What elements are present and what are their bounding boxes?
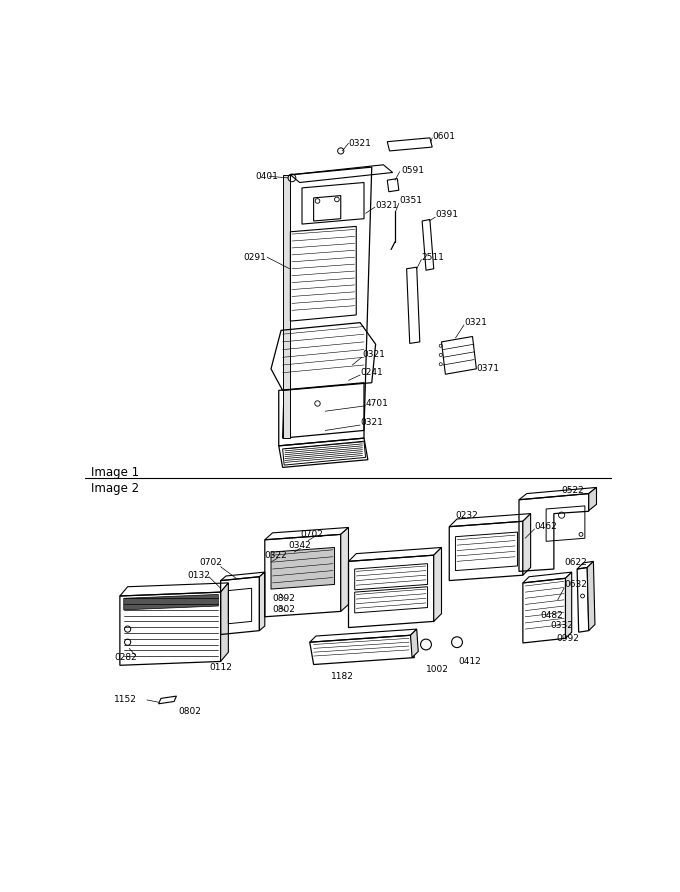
Text: 0482: 0482 <box>541 611 564 620</box>
Text: Image 2: Image 2 <box>91 482 139 495</box>
Text: 2511: 2511 <box>422 252 444 261</box>
Text: 0702: 0702 <box>200 558 222 567</box>
Text: 1002: 1002 <box>426 665 449 673</box>
Text: 0321: 0321 <box>464 318 488 327</box>
Text: 0282: 0282 <box>114 653 137 662</box>
Polygon shape <box>341 527 348 611</box>
Text: 0591: 0591 <box>401 166 424 175</box>
Text: Image 1: Image 1 <box>91 467 139 479</box>
Text: 0802: 0802 <box>273 605 295 614</box>
Polygon shape <box>523 514 530 575</box>
Text: 1182: 1182 <box>331 673 354 681</box>
Polygon shape <box>124 594 218 610</box>
Text: 0232: 0232 <box>456 510 478 520</box>
Text: 0702: 0702 <box>301 530 323 539</box>
Polygon shape <box>434 548 441 622</box>
Text: 0632: 0632 <box>564 580 587 589</box>
Polygon shape <box>411 629 418 657</box>
Polygon shape <box>588 561 595 631</box>
Text: 0401: 0401 <box>256 172 278 181</box>
Text: 0321: 0321 <box>348 139 371 148</box>
Text: 0322: 0322 <box>265 551 288 560</box>
Text: 0332: 0332 <box>550 621 573 630</box>
Text: 0462: 0462 <box>534 522 557 532</box>
Text: 0802: 0802 <box>178 707 201 716</box>
Text: 0351: 0351 <box>399 196 422 205</box>
Text: 4701: 4701 <box>366 399 388 408</box>
Text: 0522: 0522 <box>562 486 584 495</box>
Polygon shape <box>566 572 572 639</box>
Text: 0321: 0321 <box>362 351 386 359</box>
Text: 0112: 0112 <box>209 663 232 672</box>
Polygon shape <box>589 487 596 510</box>
Text: 0412: 0412 <box>458 657 481 666</box>
Text: 0391: 0391 <box>435 211 458 219</box>
Polygon shape <box>259 572 265 631</box>
Text: 0321: 0321 <box>360 418 383 427</box>
Text: 0892: 0892 <box>273 594 295 603</box>
Text: 0132: 0132 <box>187 571 210 580</box>
Polygon shape <box>220 582 228 662</box>
Text: 0601: 0601 <box>432 132 455 141</box>
Text: 1152: 1152 <box>114 696 137 705</box>
Text: 0321: 0321 <box>375 201 398 211</box>
Text: 0992: 0992 <box>556 634 579 643</box>
Text: 0371: 0371 <box>477 364 499 374</box>
Polygon shape <box>271 548 335 589</box>
Text: 0342: 0342 <box>288 541 311 550</box>
Polygon shape <box>283 175 290 438</box>
Text: 0622: 0622 <box>564 558 587 567</box>
Text: 0291: 0291 <box>244 252 267 261</box>
Text: 0241: 0241 <box>360 368 383 377</box>
